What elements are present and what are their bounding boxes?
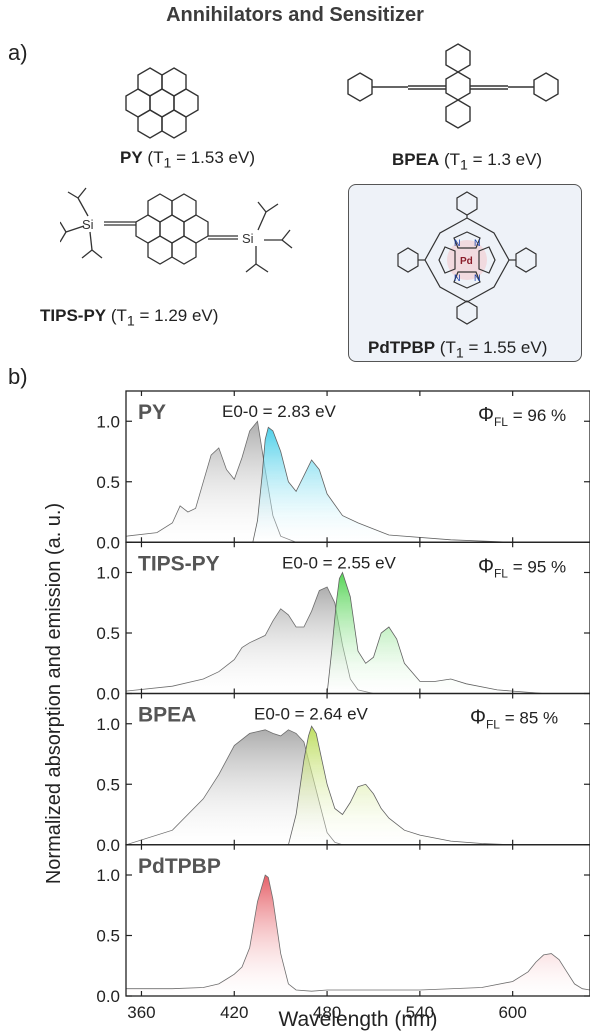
n-label-1: N — [454, 238, 461, 248]
tips-py-phi-label: ΦFL = 95 % — [478, 555, 566, 580]
panel-label-b: b) — [8, 364, 28, 389]
pdtpbp-caption: PdTPBP (T1 = 1.55 eV) — [368, 338, 548, 362]
xtick-label: 600 — [498, 1003, 526, 1022]
pd-label: Pd — [460, 256, 473, 267]
py-caption: PY (T1 = 1.53 eV) — [120, 148, 255, 172]
figure-title: Annihilators and Sensitizer — [166, 4, 424, 26]
py-ytick-label: 0.0 — [96, 533, 120, 552]
bpea-emission-area — [287, 725, 513, 846]
n-label-2: N — [474, 238, 481, 248]
y-axis-label: Normalized absorption and emission (a. u… — [43, 503, 65, 884]
pdtpbp-panel-name: PdTPBP — [138, 855, 221, 878]
tips-py-ytick-label: 0.5 — [96, 624, 120, 643]
pdtpbp-ytick-label: 0.5 — [96, 927, 120, 946]
bpea-caption: BPEA (T1 = 1.3 eV) — [392, 150, 543, 174]
tips-py-ytick-label: 1.0 — [96, 564, 120, 583]
bpea-panel-name: BPEA — [138, 704, 196, 727]
tips-py-e00-label: E0-0 = 2.55 eV — [282, 553, 397, 572]
py-structure — [125, 67, 199, 139]
py-emission-area — [252, 426, 513, 543]
py-e00-label: E0-0 = 2.83 eV — [222, 402, 337, 421]
si-label-left: Si — [82, 217, 94, 232]
bpea-ytick-label: 1.0 — [96, 715, 120, 734]
panel-label-a: a) — [8, 40, 28, 65]
bpea-e00-label: E0-0 = 2.64 eV — [254, 705, 369, 724]
pdtpbp-panel-frame — [125, 844, 590, 997]
tips-py-structure: Si Si — [60, 187, 293, 273]
tips-py-caption: TIPS-PY (T1 = 1.29 eV) — [40, 306, 219, 330]
py-phi-label: ΦFL = 96 % — [478, 404, 566, 429]
n-label-4: N — [474, 273, 481, 283]
xtick-label: 360 — [127, 1003, 155, 1022]
pdtpbp-ytick-label: 0.0 — [96, 987, 120, 1006]
tips-py-emission-area — [326, 571, 544, 694]
xtick-label: 480 — [313, 1003, 341, 1022]
py-ytick-label: 1.0 — [96, 412, 120, 431]
x-axis-label: Wavelength (nm) — [278, 1008, 437, 1031]
tips-py-panel-name: TIPS-PY — [138, 552, 220, 575]
tips-py-ytick-label: 0.0 — [96, 685, 120, 704]
n-label-3: N — [454, 273, 461, 283]
pdtpbp-structure: N N N N Pd — [397, 191, 537, 325]
py-ytick-label: 0.5 — [96, 473, 120, 492]
xtick-label: 420 — [220, 1003, 248, 1022]
xtick-label: 540 — [406, 1003, 434, 1022]
pdtpbp-absorption-area — [125, 874, 590, 997]
pdtpbp-ytick-label: 1.0 — [96, 866, 120, 885]
py-panel-name: PY — [138, 401, 166, 424]
bpea-ytick-label: 0.0 — [96, 836, 120, 855]
si-label-right: Si — [242, 231, 254, 246]
bpea-structure — [347, 43, 559, 129]
bpea-ytick-label: 0.5 — [96, 775, 120, 794]
bpea-phi-label: ΦFL = 85 % — [470, 707, 558, 732]
